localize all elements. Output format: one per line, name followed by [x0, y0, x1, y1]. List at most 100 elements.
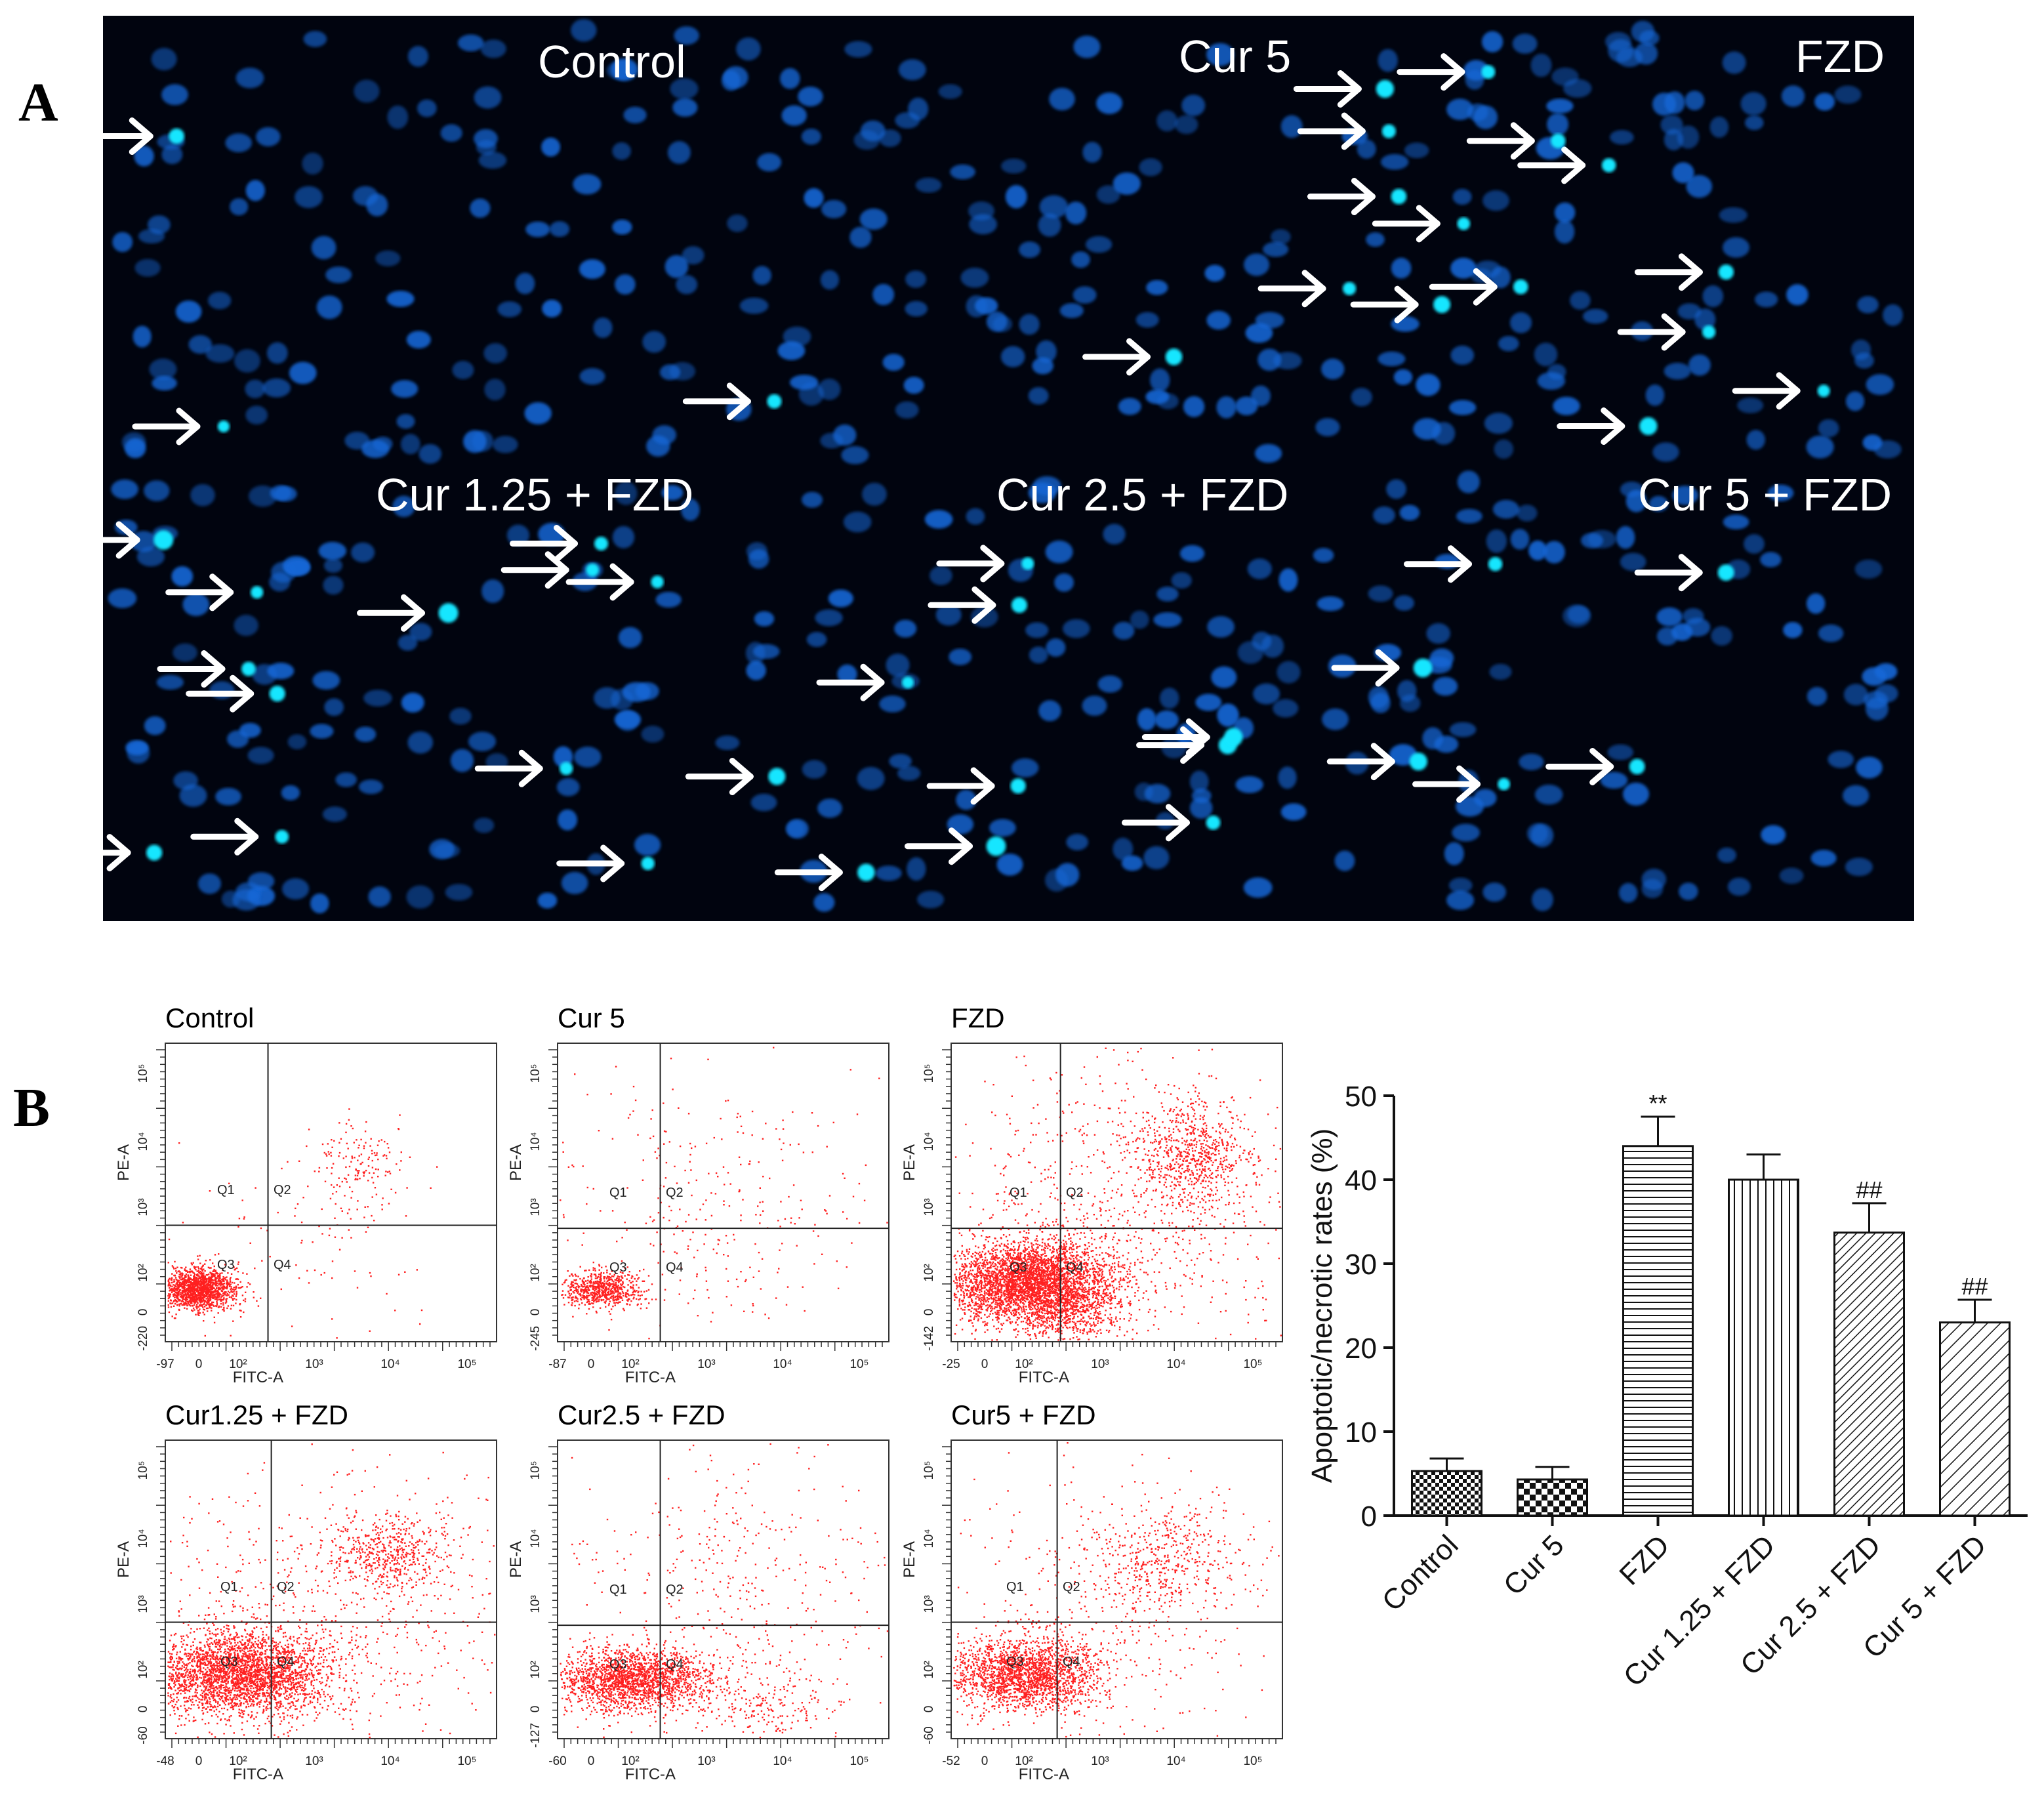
cell-nucleus	[1082, 142, 1102, 163]
bar	[1833, 1232, 1905, 1517]
arrow-icon	[926, 767, 995, 805]
cell-nucleus	[754, 611, 775, 627]
cell-nucleus	[806, 632, 827, 648]
panel-a-label: A	[18, 72, 58, 133]
cell-nucleus	[1171, 572, 1192, 589]
cell-nucleus	[1563, 79, 1592, 98]
apoptotic-cell	[1498, 777, 1511, 791]
cell-nucleus	[1019, 314, 1040, 335]
event-dots	[953, 1442, 1280, 1738]
cell-nucleus	[802, 491, 823, 508]
y-tick-label: -60	[922, 1726, 936, 1744]
cell-nucleus	[470, 198, 491, 218]
cell-nucleus	[1271, 229, 1291, 245]
cell-nucleus	[1810, 850, 1837, 867]
cell-nucleus	[1029, 646, 1048, 664]
cell-nucleus	[1547, 113, 1569, 136]
cell-nucleus	[1280, 115, 1303, 138]
cell-nucleus	[1722, 51, 1746, 74]
cell-nucleus	[886, 653, 910, 677]
cell-nucleus	[344, 432, 370, 450]
cell-nucleus	[1783, 622, 1803, 638]
y-tick-label: -60	[136, 1726, 150, 1744]
x-tick-label: 0	[588, 1754, 595, 1768]
apoptotic-cell	[251, 586, 264, 599]
cell-nucleus	[1432, 422, 1456, 445]
cell-nucleus	[1000, 346, 1025, 367]
cell-nucleus	[429, 838, 455, 859]
x-tick-label: 10³	[305, 1754, 323, 1768]
cell-nucleus	[1702, 285, 1724, 308]
cell-nucleus	[975, 297, 998, 315]
cell-nucleus	[537, 892, 558, 909]
cell-nucleus	[1862, 434, 1883, 451]
arrow-icon	[1121, 804, 1190, 842]
arrow-icon	[556, 844, 625, 882]
cell-nucleus	[171, 566, 194, 587]
cell-nucleus	[208, 291, 232, 310]
x-tick-label: 10²	[621, 1357, 639, 1371]
apoptotic-cell	[1457, 217, 1471, 230]
cell-nucleus	[1677, 125, 1700, 149]
x-tick-label: 0	[981, 1357, 989, 1371]
cell-nucleus	[1386, 479, 1406, 499]
arrow-icon	[157, 650, 226, 688]
cell-nucleus	[1883, 304, 1903, 326]
apoptotic-cell	[1391, 188, 1407, 205]
cell-nucleus	[1313, 548, 1334, 563]
cell-nucleus	[804, 188, 824, 208]
cell-nucleus	[1456, 796, 1484, 817]
cell-nucleus	[156, 674, 184, 690]
cell-nucleus	[878, 129, 901, 148]
quadrant-label: Q2	[274, 1183, 291, 1197]
x-tick-label: 10⁴	[1166, 1754, 1185, 1768]
cell-nucleus	[676, 275, 698, 295]
cell-nucleus	[463, 430, 487, 453]
cell-nucleus	[752, 266, 771, 285]
y-tick-label: -127	[529, 1723, 542, 1748]
cell-nucleus	[614, 481, 638, 505]
cell-nucleus	[802, 760, 827, 779]
cell-nucleus	[524, 402, 552, 424]
cell-nucleus	[323, 575, 344, 595]
cell-nucleus	[1157, 393, 1179, 409]
quadrant-label: Q1	[609, 1583, 627, 1597]
cell-nucleus	[125, 739, 149, 756]
cell-nucleus	[1786, 284, 1809, 306]
arrow-icon	[165, 573, 234, 611]
cell-nucleus	[1737, 397, 1764, 413]
x-tick-label: -60	[548, 1754, 566, 1768]
cell-nucleus	[1244, 253, 1270, 276]
apoptotic-cell	[767, 394, 782, 409]
cell-nucleus	[681, 499, 700, 521]
cell-nucleus	[1781, 85, 1805, 107]
micrograph-label-cur5: Cur 5	[1179, 31, 1292, 82]
micrograph-tile	[682, 35, 1303, 465]
cell-nucleus	[844, 41, 872, 58]
cell-nucleus	[1570, 291, 1591, 310]
x-tick-label: 10⁵	[1243, 1754, 1262, 1768]
micrograph-label-cur5-fzd: Cur 5 + FZD	[1638, 469, 1892, 520]
cell-nucleus	[1206, 310, 1231, 330]
micrograph-tile	[103, 19, 705, 464]
apoptotic-cell	[986, 836, 1006, 856]
cell-nucleus	[245, 379, 266, 398]
cell-nucleus	[857, 766, 885, 791]
cell-nucleus	[1378, 49, 1398, 72]
cell-nucleus	[634, 833, 661, 856]
cell-nucleus	[746, 661, 766, 680]
cell-nucleus	[1001, 158, 1027, 174]
cell-nucleus	[1096, 185, 1120, 204]
cell-nucleus	[1465, 70, 1484, 90]
cell-nucleus	[989, 819, 1016, 837]
x-tick-label: 10⁴	[380, 1754, 399, 1768]
cell-nucleus	[606, 60, 634, 80]
cell-nucleus	[753, 644, 780, 659]
x-axis-label: FITC-A	[233, 1766, 283, 1783]
cell-nucleus	[1399, 505, 1420, 521]
cell-nucleus	[903, 377, 924, 394]
cell-nucleus	[1672, 486, 1698, 505]
cell-nucleus	[1727, 877, 1751, 896]
apoptotic-cell	[1206, 815, 1221, 830]
